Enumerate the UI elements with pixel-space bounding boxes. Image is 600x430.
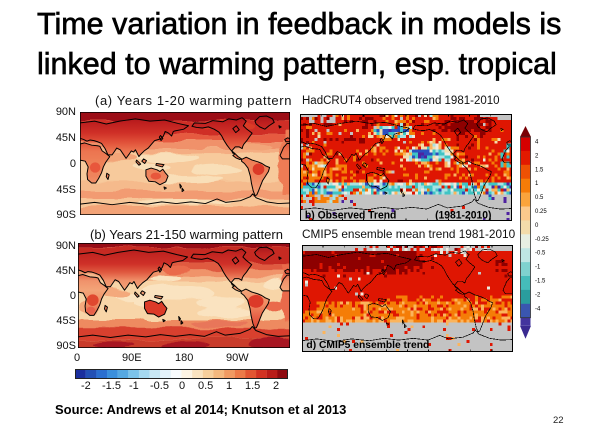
- svg-text:0.5: 0.5: [535, 195, 544, 201]
- svg-text:-4: -4: [535, 306, 541, 312]
- svg-text:0: 0: [535, 223, 539, 229]
- svg-text:-2: -2: [535, 292, 541, 298]
- svg-text:(1981-2010): (1981-2010): [435, 210, 491, 221]
- svg-text:d) CMIP5 ensemble trend: d) CMIP5 ensemble trend: [306, 340, 429, 351]
- svg-text:-0.5: -0.5: [535, 251, 546, 257]
- svg-text:4: 4: [535, 140, 539, 146]
- svg-text:1: 1: [535, 181, 539, 187]
- svg-text:2: 2: [535, 153, 539, 159]
- svg-text:-0.25: -0.25: [535, 237, 549, 243]
- svg-text:1.5: 1.5: [535, 167, 544, 173]
- svg-text:b) Observed Trend: b) Observed Trend: [305, 210, 396, 221]
- svg-text:-1: -1: [535, 265, 541, 271]
- svg-text:-1.5: -1.5: [535, 279, 546, 285]
- svg-text:0.25: 0.25: [535, 209, 547, 215]
